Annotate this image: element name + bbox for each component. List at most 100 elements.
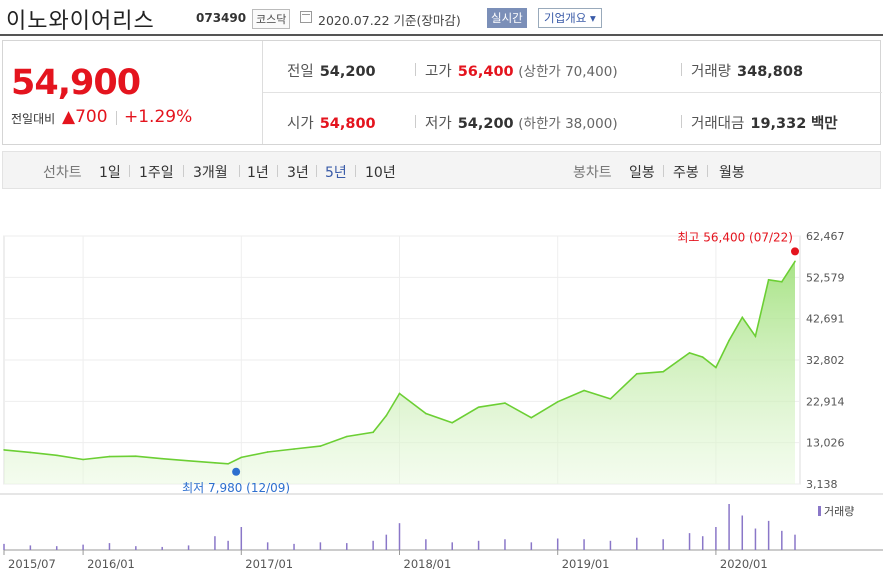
price-point (29, 451, 32, 454)
quote-row-2: 시가 54,800 저가 54,200 (하한가 38,000) 거래대금 19,33… (263, 93, 882, 145)
volume-bar (135, 546, 137, 550)
change-label: 전일대비 (11, 112, 56, 126)
lower-limit: (하한가 38,000) (518, 116, 618, 132)
divider (129, 165, 130, 177)
volume-value: 348,808 (737, 64, 804, 80)
price-point (662, 370, 664, 373)
price-point (266, 451, 269, 453)
price-point (135, 455, 137, 457)
y-tick-label: 3,138 (806, 478, 838, 491)
volume: 거래량 348,808 (691, 60, 803, 81)
period-1w[interactable]: 1주일 (139, 165, 174, 181)
price-point (3, 449, 5, 451)
price-point (767, 278, 770, 281)
low-label: 저가 (425, 116, 452, 132)
volume-legend-swatch (818, 506, 821, 516)
price-point (794, 260, 796, 263)
current-price: 54,900 (11, 63, 141, 103)
volume-bar (227, 540, 229, 550)
volume-bar (688, 533, 691, 550)
volume-bar (451, 542, 453, 550)
prev-close: 전일 54,200 (287, 60, 376, 81)
low-price: 저가 54,200 (하한가 38,000) (425, 112, 618, 133)
price-point (477, 406, 480, 409)
change-percent: +1.29% (124, 107, 193, 127)
price-point (398, 392, 401, 395)
volume-bar (583, 539, 585, 550)
period-10y[interactable]: 10년 (365, 165, 396, 181)
price-point (187, 459, 190, 462)
amount-value: 19,332 (750, 116, 807, 132)
volume-bar (556, 538, 559, 550)
volume-bar (781, 530, 783, 550)
quote-row-1: 전일 54,200 고가 56,400 (상한가 70,400) 거래량 348,80… (263, 41, 882, 93)
volume-bar (55, 546, 58, 550)
volume-bar (701, 536, 704, 550)
volume-bar (398, 523, 401, 550)
volume-bar (372, 540, 374, 550)
candle-monthly[interactable]: 월봉 (719, 165, 745, 181)
volume-legend: 거래량 (824, 505, 854, 518)
period-1d[interactable]: 1일 (99, 165, 121, 181)
divider (277, 165, 278, 177)
calendar-icon (300, 11, 312, 23)
y-tick-label: 13,026 (806, 437, 845, 450)
open-value: 54,800 (319, 116, 376, 132)
volume-bar (293, 543, 295, 550)
period-3m[interactable]: 3개월 (193, 165, 228, 181)
line-chart-label: 선차트 (43, 165, 82, 181)
volume-bar (108, 543, 111, 550)
price-point (425, 412, 427, 415)
price-point (108, 455, 111, 458)
high-annotation: 최고 56,400 (07/22) (677, 230, 793, 244)
divider (415, 63, 416, 76)
candle-daily[interactable]: 일봉 (629, 165, 655, 181)
price-point (609, 398, 612, 400)
volume-bar (741, 515, 744, 550)
volume-bar (161, 546, 163, 550)
x-tick-label: 2019/01 (562, 557, 610, 571)
low-value: 54,200 (457, 116, 514, 132)
candle-chart-label: 봉차트 (573, 165, 612, 181)
volume-bar (754, 528, 757, 550)
trade-amount: 거래대금 19,332 백만 (691, 112, 838, 133)
volume-bar (477, 540, 480, 550)
realtime-button[interactable]: 실시간 (487, 8, 527, 28)
volume-bar (29, 545, 32, 550)
price-point (530, 416, 533, 419)
prev-label: 전일 (287, 64, 314, 80)
open-label: 시가 (287, 116, 314, 132)
divider (116, 111, 117, 125)
x-tick-label: 2018/01 (404, 557, 452, 571)
volume-bar (319, 542, 322, 550)
volume-bar (715, 527, 717, 550)
volume-bar (385, 534, 388, 550)
company-overview-dropdown[interactable]: 기업개요 ▾ (538, 8, 602, 28)
upper-limit: (상한가 70,400) (518, 64, 618, 80)
volume-bar (504, 539, 506, 550)
period-3y[interactable]: 3년 (287, 165, 309, 181)
price-point (372, 431, 374, 434)
price-point (754, 335, 757, 337)
divider (183, 165, 184, 177)
price-point (161, 457, 163, 460)
volume-bar (609, 540, 612, 550)
price-point (504, 402, 506, 404)
volume-bar (425, 539, 427, 550)
x-tick-label: 2017/01 (245, 557, 293, 571)
candle-weekly[interactable]: 주봉 (673, 165, 699, 181)
divider (681, 115, 682, 128)
price-point (636, 373, 638, 375)
low-marker (232, 467, 241, 476)
stock-code: 073490 (196, 11, 247, 25)
price-point (227, 462, 229, 465)
period-5y[interactable]: 5년 (325, 165, 347, 181)
period-1y[interactable]: 1년 (247, 165, 269, 181)
high-marker (791, 247, 799, 256)
high-value: 56,400 (457, 64, 514, 80)
amount-unit: 백만 (810, 116, 838, 132)
stock-header: 이노와이어리스 073490 코스닥 2020.07.22 기준(장마감) 실시… (0, 0, 883, 36)
volume-bar (240, 527, 243, 550)
x-tick-label: 2020/01 (720, 557, 768, 571)
